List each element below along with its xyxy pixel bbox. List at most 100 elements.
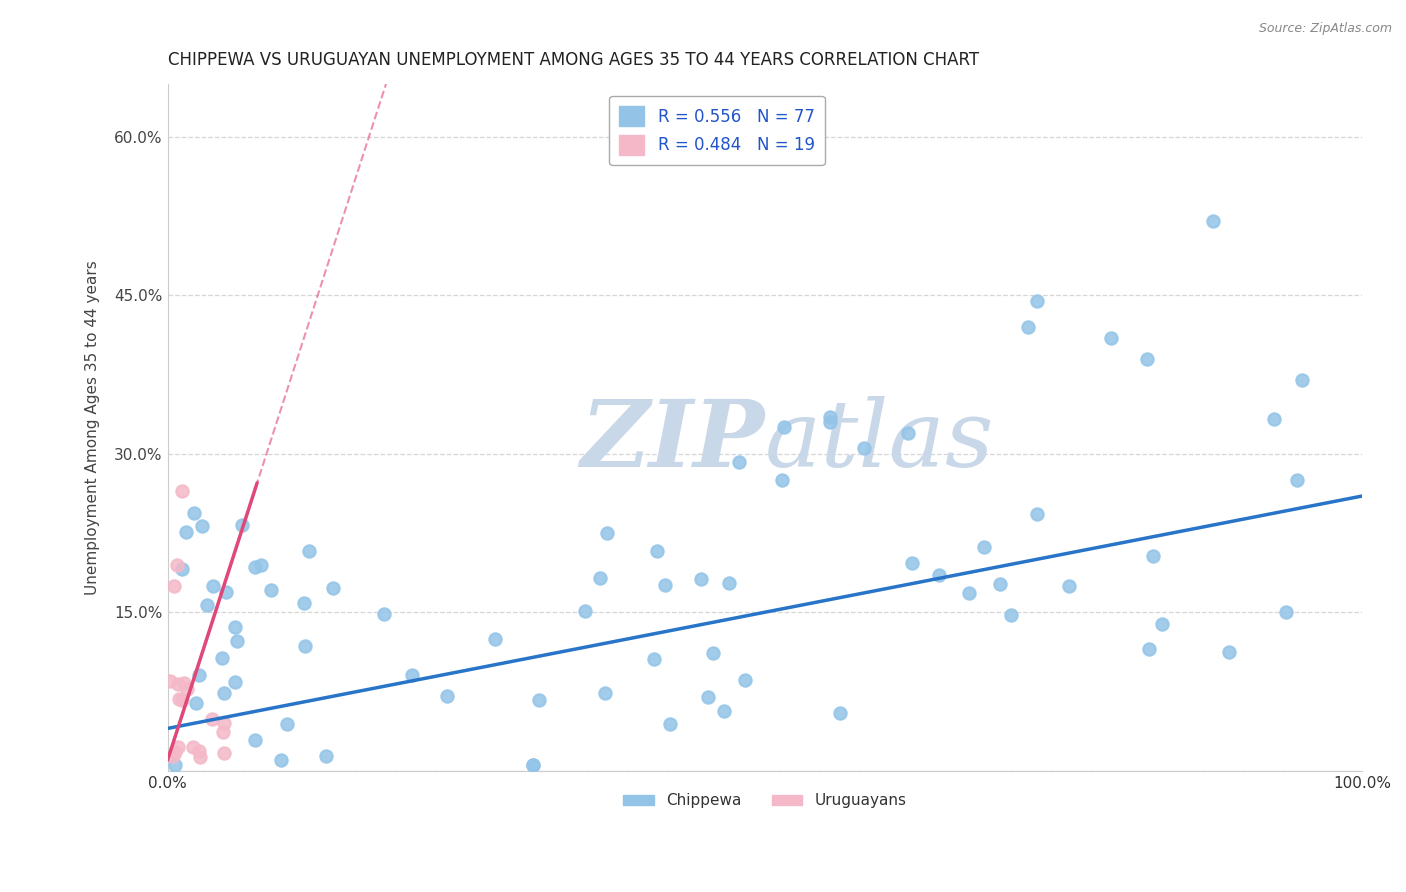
Point [202,579,225,593]
Point [298,543,321,558]
Point [820,409,842,424]
Point [1026,294,1049,309]
Point [928,567,950,582]
Point [484,632,506,646]
Point [250,558,273,572]
Point [588,571,610,585]
Point [276,716,298,731]
Point [773,420,796,434]
Point [697,690,720,705]
Point [170,483,193,498]
Point [231,518,253,533]
Point [690,572,713,586]
Point [1263,411,1285,425]
Point [243,733,266,747]
Point [162,579,184,593]
Point [195,598,218,612]
Point [215,584,238,599]
Point [820,415,842,429]
Point [191,519,214,533]
Point [574,604,596,618]
Point [292,596,315,610]
Point [201,712,224,726]
Point [322,582,344,596]
Text: CHIPPEWA VS URUGUAYAN UNEMPLOYMENT AMONG AGES 35 TO 44 YEARS CORRELATION CHART: CHIPPEWA VS URUGUAYAN UNEMPLOYMENT AMONG… [167,51,979,69]
Point [214,746,236,760]
Point [1017,320,1039,334]
Point [224,620,246,634]
Point [188,668,211,682]
Text: ZIP: ZIP [581,396,765,486]
Point [1137,642,1160,657]
Point [170,561,193,575]
Point [772,473,794,487]
Point [593,685,616,699]
Legend: Chippewa, Uruguayans: Chippewa, Uruguayans [617,788,912,814]
Point [270,753,292,767]
Y-axis label: Unemployment Among Ages 35 to 44 years: Unemployment Among Ages 35 to 44 years [86,260,100,595]
Point [166,677,188,691]
Point [596,526,619,541]
Point [1025,507,1047,521]
Point [188,744,211,758]
Point [1275,605,1298,619]
Point [211,650,233,665]
Point [1150,617,1173,632]
Point [165,758,187,772]
Point [957,585,980,599]
Point [830,706,852,721]
Point [226,634,249,648]
Point [173,676,195,690]
Point [728,455,751,469]
Point [183,506,205,520]
Point [260,583,283,598]
Point [401,668,423,682]
Point [245,560,267,574]
Point [159,673,181,688]
Point [659,717,682,731]
Point [1099,331,1122,345]
Point [1000,607,1022,622]
Point [184,696,207,710]
Point [174,524,197,539]
Point [224,675,246,690]
Point [718,576,741,591]
Point [212,715,235,730]
Point [897,425,920,440]
Text: Source: ZipAtlas.com: Source: ZipAtlas.com [1258,22,1392,36]
Point [181,740,204,755]
Point [1202,214,1225,228]
Point [436,689,458,703]
Point [645,544,668,558]
Point [172,692,194,706]
Point [1136,351,1159,366]
Point [169,691,191,706]
Point [734,673,756,687]
Point [702,646,724,660]
Point [1286,474,1309,488]
Point [176,681,198,696]
Point [522,758,544,772]
Point [214,686,236,700]
Point [901,556,924,570]
Point [1142,549,1164,563]
Point [166,558,188,572]
Point [643,652,665,666]
Text: atlas: atlas [765,396,994,486]
Point [294,640,316,654]
Point [165,745,187,759]
Point [315,748,337,763]
Point [1291,373,1313,387]
Point [527,693,550,707]
Point [1057,579,1080,593]
Point [167,740,190,755]
Point [162,749,184,764]
Point [852,441,875,455]
Point [973,540,995,554]
Point [654,578,676,592]
Point [1218,645,1240,659]
Point [188,749,211,764]
Point [522,758,544,772]
Point [988,576,1011,591]
Point [373,607,395,622]
